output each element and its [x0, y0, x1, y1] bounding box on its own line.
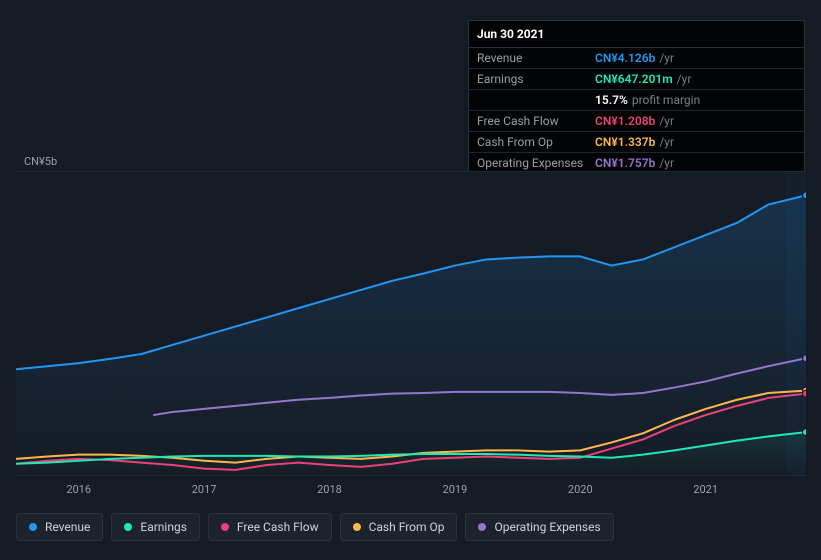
chart-area[interactable]: CN¥5b CN¥0 201620172018201920202021 [0, 155, 821, 500]
legend-item[interactable]: Operating Expenses [465, 513, 613, 541]
tooltip-row-label: Revenue [477, 51, 595, 65]
legend-item[interactable]: Free Cash Flow [208, 513, 332, 541]
hover-tooltip: Jun 30 2021 RevenueCN¥4.126b/yrEarningsC… [468, 20, 805, 174]
legend-item[interactable]: Revenue [16, 513, 103, 541]
chart-svg [16, 171, 806, 476]
x-tick-label: 2016 [66, 483, 91, 496]
tooltip-row-unit: /yr [659, 51, 674, 65]
legend-item[interactable]: Earnings [111, 513, 200, 541]
x-tick-label: 2017 [192, 483, 217, 496]
tooltip-row-unit: /yr [659, 135, 674, 149]
x-tick-label: 2018 [317, 483, 342, 496]
x-tick-label: 2021 [693, 483, 718, 496]
tooltip-date: Jun 30 2021 [469, 21, 804, 48]
tooltip-row-value-wrap: CN¥1.208b/yr [595, 114, 674, 128]
tooltip-row-label: Cash From Op [477, 135, 595, 149]
legend-label: Cash From Op [369, 520, 445, 534]
tooltip-row-unit: /yr [677, 72, 692, 86]
x-axis-labels: 2016 2017 2018 2019 2020 2021 [16, 483, 806, 499]
financials-chart-widget: { "tooltip": { "date": "Jun 30 2021", "r… [0, 0, 821, 560]
legend-dot-icon [221, 523, 229, 531]
legend-label: Operating Expenses [494, 520, 600, 534]
tooltip-row-label: Earnings [477, 72, 595, 86]
tooltip-row: Free Cash FlowCN¥1.208b/yr [469, 111, 804, 132]
tooltip-row: 15.7% profit margin [469, 90, 804, 111]
tooltip-row-unit: profit margin [632, 93, 700, 107]
tooltip-row-label: Free Cash Flow [477, 114, 595, 128]
y-tick-max: CN¥5b [24, 155, 74, 168]
x-tick-label: 2020 [568, 483, 593, 496]
tooltip-row-value: CN¥1.208b [595, 114, 655, 128]
tooltip-row-label [477, 93, 595, 107]
tooltip-row-value-wrap: CN¥647.201m/yr [595, 72, 691, 86]
tooltip-row-value-wrap: CN¥1.337b/yr [595, 135, 674, 149]
tooltip-row-value: CN¥4.126b [595, 51, 655, 65]
tooltip-row-value-wrap: CN¥4.126b/yr [595, 51, 674, 65]
legend-dot-icon [478, 523, 486, 531]
legend-label: Earnings [140, 520, 187, 534]
legend-item[interactable]: Cash From Op [340, 513, 458, 541]
tooltip-row: Cash From OpCN¥1.337b/yr [469, 132, 804, 153]
x-tick-label: 2019 [443, 483, 468, 496]
legend-label: Revenue [45, 520, 90, 534]
tooltip-row-value: 15.7% [595, 93, 628, 107]
tooltip-row-value-wrap: 15.7% profit margin [595, 93, 700, 107]
legend-label: Free Cash Flow [237, 520, 319, 534]
tooltip-row: EarningsCN¥647.201m/yr [469, 69, 804, 90]
legend-dot-icon [124, 523, 132, 531]
tooltip-row-unit: /yr [659, 114, 674, 128]
tooltip-row: RevenueCN¥4.126b/yr [469, 48, 804, 69]
legend-dot-icon [353, 523, 361, 531]
tooltip-row-value: CN¥647.201m [595, 72, 673, 86]
legend-dot-icon [29, 523, 37, 531]
legend: Revenue Earnings Free Cash Flow Cash From O… [16, 513, 614, 541]
tooltip-row-value: CN¥1.337b [595, 135, 655, 149]
